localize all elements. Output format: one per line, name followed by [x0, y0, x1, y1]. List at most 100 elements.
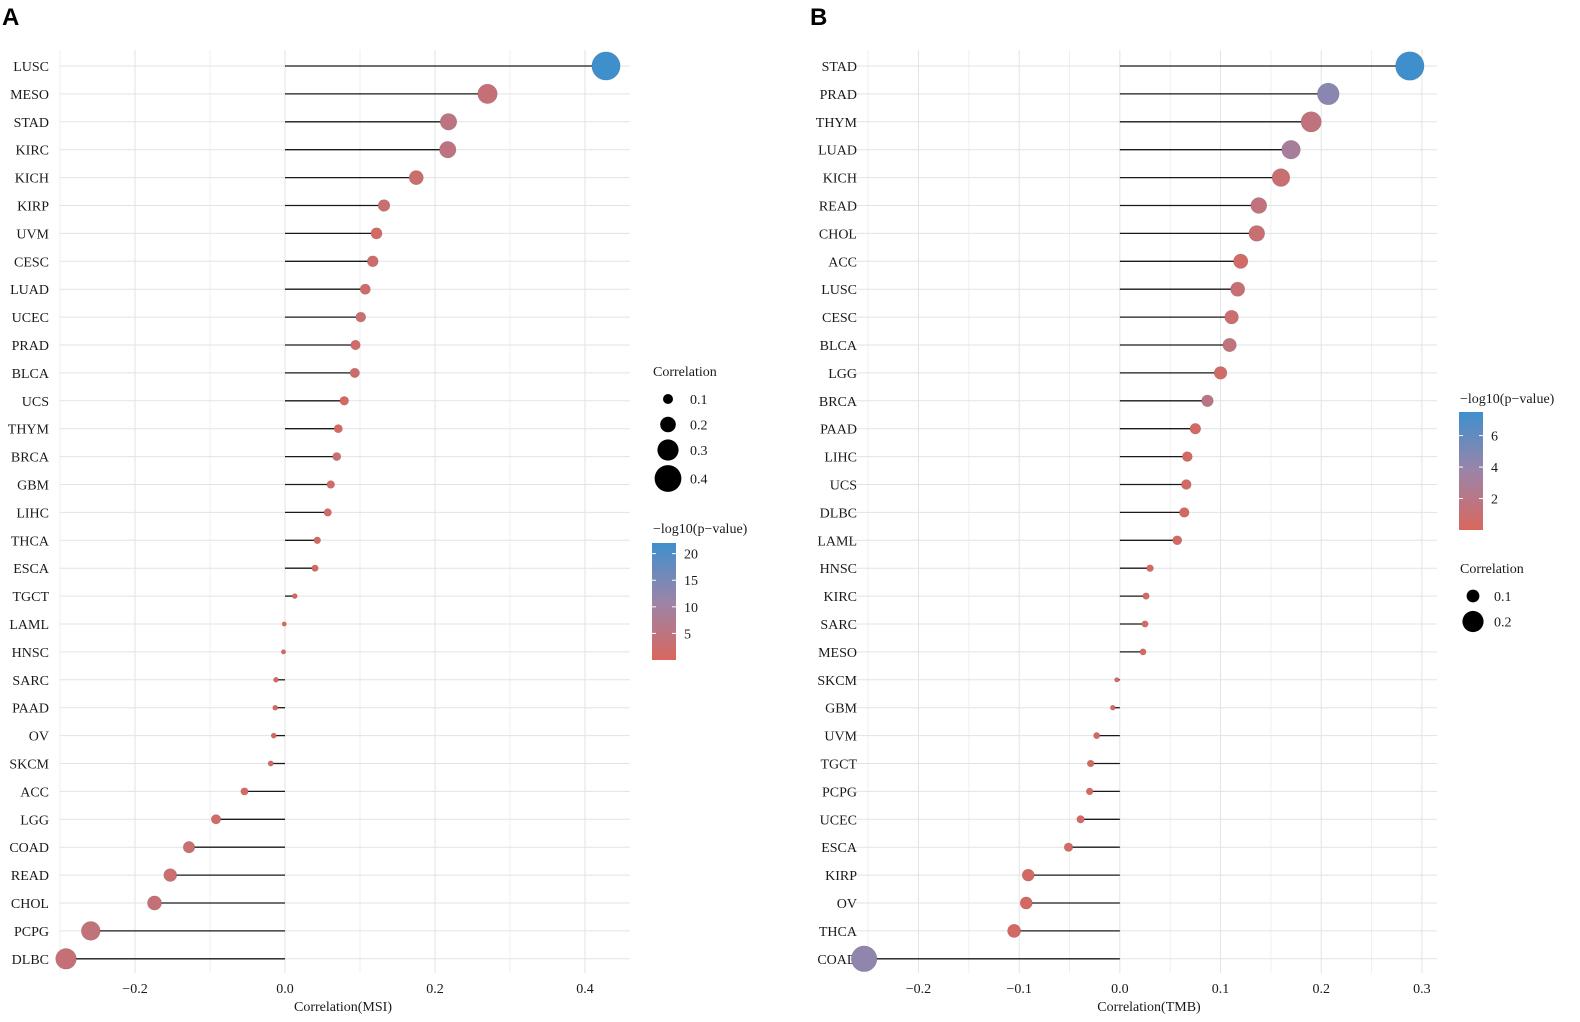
- category-label-chol: CHOL: [11, 897, 49, 912]
- dot-kirp: [377, 199, 391, 212]
- dot-esca: [311, 564, 319, 572]
- size-legend-label: 0.2: [690, 419, 708, 434]
- category-label-coad: COAD: [9, 841, 49, 856]
- dot-acc: [240, 787, 249, 796]
- color-legend-label: 20: [684, 548, 698, 563]
- dot-dlbc: [1179, 507, 1190, 518]
- category-label-ov: OV: [29, 730, 49, 745]
- category-label-thym: THYM: [816, 116, 858, 131]
- dot-gbm: [1110, 704, 1116, 711]
- category-label-coad: COAD: [817, 953, 857, 968]
- category-label-cesc: CESC: [822, 311, 857, 326]
- category-label-paad: PAAD: [12, 702, 49, 717]
- category-label-pcpg: PCPG: [14, 925, 49, 940]
- dot-coad: [850, 945, 878, 972]
- color-legend-bar: [1459, 412, 1483, 530]
- color-legend-label: 15: [684, 574, 698, 589]
- dot-skcm: [1114, 677, 1120, 683]
- category-label-gbm: GBM: [825, 702, 857, 717]
- size-legend-label: 0.1: [1494, 590, 1512, 605]
- category-label-thca: THCA: [11, 534, 50, 549]
- panel-a: A −0.2 0.0 0.2 0.4 Correlation(MSI) LUSC MESO ST…: [2, 4, 748, 1015]
- dot-blca: [349, 367, 360, 379]
- x-tick-label: −0.1: [1006, 982, 1031, 997]
- dot-kirp: [1021, 868, 1035, 882]
- category-label-brca: BRCA: [819, 395, 858, 410]
- dot-thca: [313, 536, 321, 545]
- category-label-thym: THYM: [8, 423, 50, 438]
- category-label-lihc: LIHC: [824, 451, 857, 466]
- category-label-kich: KICH: [15, 172, 49, 187]
- dot-lgg: [210, 814, 222, 825]
- category-label-dlbc: DLBC: [12, 953, 49, 968]
- color-legend-title: −log10(p−value): [653, 522, 748, 537]
- category-label-gbm: GBM: [17, 479, 49, 494]
- dot-thym: [1300, 111, 1322, 133]
- category-label-lusc: LUSC: [13, 60, 49, 75]
- dot-kich: [408, 170, 424, 185]
- category-label-kirc: KIRC: [824, 590, 857, 605]
- dot-blca: [1222, 337, 1237, 353]
- x-tick-label: 0.0: [1111, 982, 1129, 997]
- category-label-uvm: UVM: [16, 227, 49, 242]
- color-legend-label: 2: [1491, 493, 1498, 508]
- dot-kich: [1271, 168, 1291, 187]
- x-tick-label: 0.2: [1312, 982, 1330, 997]
- dot-cesc: [1224, 309, 1239, 325]
- x-tick-label: 0.1: [1212, 982, 1230, 997]
- category-label-hnsc: HNSC: [820, 562, 857, 577]
- category-label-ucec: UCEC: [12, 311, 49, 326]
- category-label-ucec: UCEC: [820, 813, 857, 828]
- dot-thym: [333, 424, 343, 434]
- category-label-brca: BRCA: [11, 451, 50, 466]
- size-legend-dot: [654, 465, 682, 492]
- category-label-sarc: SARC: [12, 674, 49, 689]
- category-label-ucs: UCS: [830, 479, 857, 494]
- dot-stad: [1395, 51, 1425, 81]
- x-axis-title: Correlation(TMB): [1097, 1000, 1201, 1015]
- dot-stad: [439, 113, 458, 131]
- dot-pcpg: [1085, 787, 1094, 796]
- x-tick-label: 0.2: [426, 982, 444, 997]
- x-tick-label: −0.2: [122, 982, 147, 997]
- category-label-kirc: KIRC: [16, 144, 49, 159]
- dot-hnsc: [280, 649, 287, 655]
- dot-paad: [272, 704, 279, 711]
- category-label-ov: OV: [837, 897, 857, 912]
- dot-chol: [1248, 225, 1265, 242]
- category-label-kirp: KIRP: [825, 869, 857, 884]
- category-label-prad: PRAD: [12, 339, 49, 354]
- category-label-acc: ACC: [828, 255, 857, 270]
- x-axis-title: Correlation(MSI): [294, 1000, 392, 1015]
- category-label-dlbc: DLBC: [820, 506, 857, 521]
- color-legend-label: 6: [1491, 430, 1498, 445]
- dot-ucec: [1076, 815, 1085, 824]
- size-legend-dot: [663, 394, 673, 404]
- x-tick-label: 0.0: [276, 982, 294, 997]
- color-legend-label: 4: [1491, 461, 1498, 476]
- dot-ov: [1019, 896, 1033, 910]
- dot-kirc: [1142, 592, 1150, 600]
- dot-thca: [1007, 923, 1022, 938]
- category-label-prad: PRAD: [820, 88, 857, 103]
- category-label-luad: LUAD: [818, 144, 857, 159]
- x-tick-label: 0.4: [576, 982, 594, 997]
- dot-laml: [281, 621, 287, 627]
- panel-b: B −0.2 −0.1 0.0 0.1 0.2 0.3 Correlation(TMB) STA…: [810, 4, 1555, 1015]
- dot-uvm: [370, 227, 383, 240]
- category-label-skcm: SKCM: [9, 758, 49, 773]
- category-label-lusc: LUSC: [821, 283, 857, 298]
- category-label-acc: ACC: [20, 785, 49, 800]
- category-label-pcpg: PCPG: [822, 785, 857, 800]
- size-legend-label: 0.3: [690, 444, 708, 459]
- category-label-blca: BLCA: [12, 367, 50, 382]
- size-legend-dot: [657, 439, 679, 461]
- panel-label: B: [810, 4, 827, 31]
- size-legend-title: Correlation: [1460, 562, 1524, 577]
- dot-lusc: [1230, 281, 1246, 297]
- size-legend-label: 0.1: [690, 393, 708, 408]
- color-legend-title: −log10(p−value): [1460, 392, 1555, 407]
- x-tick-label: −0.2: [906, 982, 931, 997]
- category-label-read: READ: [11, 869, 49, 884]
- dot-uvm: [1093, 732, 1101, 740]
